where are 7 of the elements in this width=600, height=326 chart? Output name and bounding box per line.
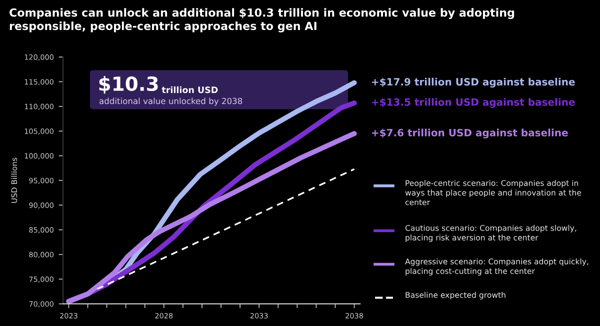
chart-title: Companies can unlock an additional $10.3 trillion in economic value by adopting responsible, people-centric approaches to gen AI bbox=[10, 8, 514, 32]
annotation: trillion USD bbox=[162, 86, 218, 94]
text: +$7.6 trillion USD against baseline bbox=[372, 128, 568, 138]
text: +$13.5 trillion USD against baseline bbox=[372, 98, 575, 108]
text: +$17.9 trillion USD against baseline bbox=[372, 78, 575, 88]
annotation: additional value unlocked by 2038 bbox=[100, 98, 242, 106]
annotation: $10.3 bbox=[99, 76, 158, 94]
